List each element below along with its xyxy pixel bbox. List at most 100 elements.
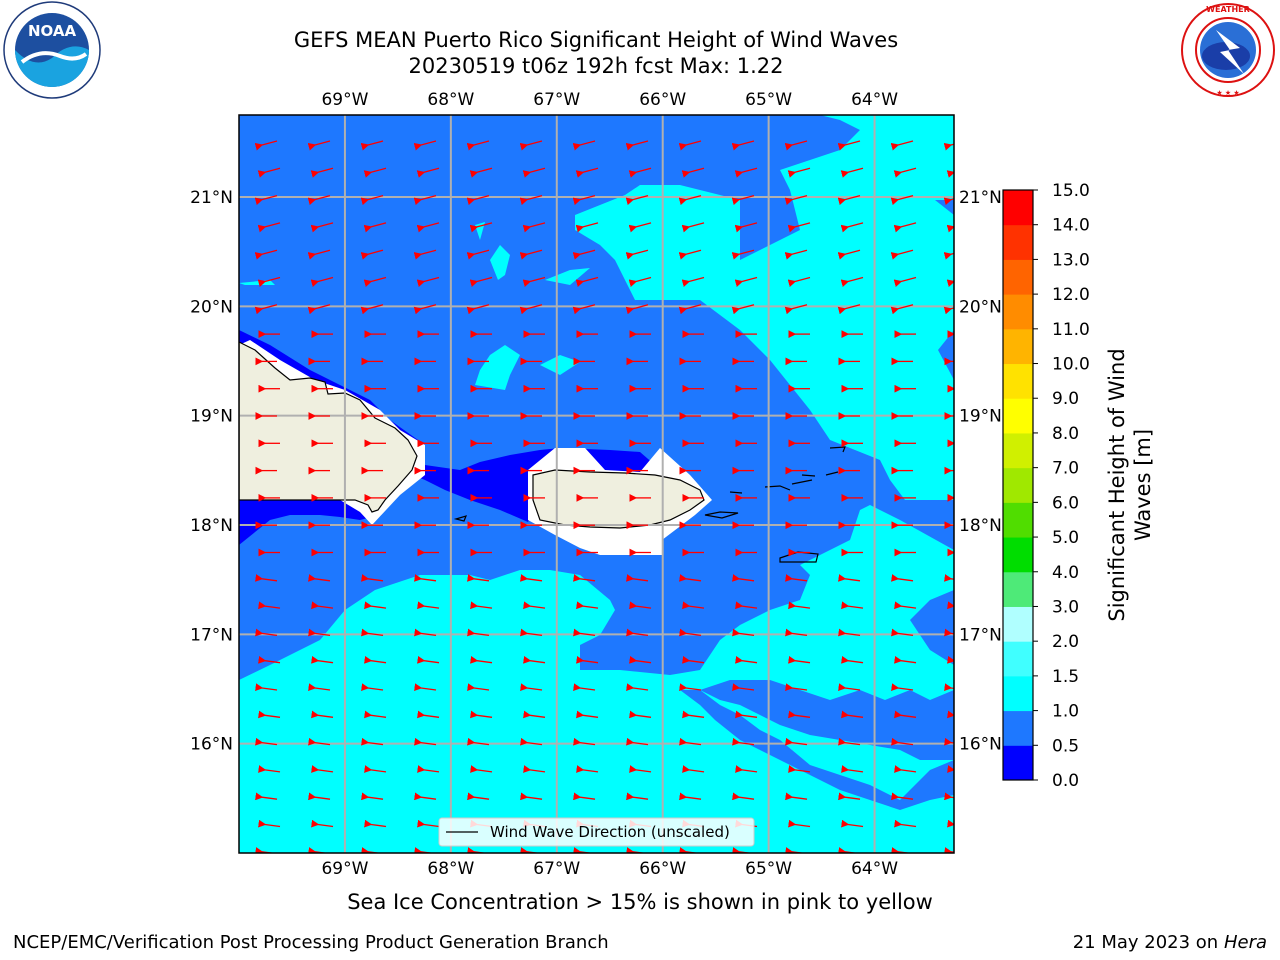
wave-vector xyxy=(894,655,917,664)
wave-vector xyxy=(255,628,278,637)
wave-vector xyxy=(573,683,596,692)
colorbar-tick-label: 5.0 xyxy=(1052,528,1079,548)
colorbar-segment xyxy=(1003,294,1033,330)
wave-vector xyxy=(466,194,490,206)
lat-tick-label-right: 21°N xyxy=(959,188,1002,208)
wave-vector xyxy=(735,655,758,664)
wave-vector xyxy=(785,628,808,637)
wave-vector xyxy=(787,167,811,178)
wave-vector xyxy=(890,194,914,206)
wave-vector xyxy=(891,683,914,692)
wave-vector xyxy=(731,304,755,315)
wave-vector xyxy=(572,304,596,315)
lat-tick-label-right: 19°N xyxy=(959,407,1002,427)
lon-tick-label-bottom: 68°W xyxy=(427,859,474,879)
wave-vector xyxy=(838,683,861,692)
wave-vector xyxy=(361,574,384,582)
wave-vector xyxy=(838,628,861,637)
wave-vector xyxy=(891,628,914,637)
wave-vector xyxy=(629,655,652,664)
colorbar-segment xyxy=(1003,710,1033,746)
wave-vector xyxy=(838,574,861,582)
wave-vector xyxy=(576,765,599,773)
wave-vector xyxy=(467,683,490,692)
wave-vector xyxy=(841,655,864,664)
wave-vector xyxy=(626,792,649,801)
wave-vector xyxy=(417,710,440,719)
wave-vector xyxy=(523,655,546,664)
wave-vector xyxy=(469,276,493,287)
colorbar-segment xyxy=(1003,432,1033,469)
noaa-logo-text: NOAA xyxy=(28,22,77,40)
wave-vector xyxy=(894,819,917,828)
wave-vector xyxy=(414,683,437,692)
wave-vector xyxy=(257,167,281,178)
wave-field-patch-2 xyxy=(490,245,510,280)
wave-vector xyxy=(894,765,917,773)
lon-tick-label-top: 69°W xyxy=(321,90,368,110)
lat-tick-label-right: 16°N xyxy=(959,735,1002,755)
wave-vector xyxy=(947,655,954,664)
wave-vector xyxy=(258,601,281,610)
wave-vector xyxy=(840,167,864,178)
wave-vector xyxy=(360,249,384,260)
colorbar-tick-label: 3.0 xyxy=(1052,597,1079,617)
wave-vector xyxy=(361,628,384,637)
wave-vector xyxy=(413,304,437,315)
wave-vector xyxy=(467,574,490,582)
wave-vector xyxy=(522,222,546,233)
lat-tick-label-left: 19°N xyxy=(190,407,233,427)
colorbar: 0.0 0.5 1.0 1.5 2.0 3.0 4.0 5.0 6.0 7.0 8.0 9.0 10.0… xyxy=(1002,181,1090,791)
wave-vector xyxy=(258,655,281,664)
wave-vector xyxy=(679,683,702,692)
wave-vector xyxy=(363,222,387,233)
wave-vector xyxy=(519,140,543,151)
lat-tick-label-right: 18°N xyxy=(959,516,1002,536)
wave-vector xyxy=(628,222,652,233)
wave-vector xyxy=(364,710,387,719)
sea-ice-note: Sea Ice Concentration > 15% is shown in … xyxy=(347,890,933,914)
chart-title-line1: GEFS MEAN Puerto Rico Significant Height… xyxy=(293,28,899,52)
wave-vector xyxy=(894,710,917,719)
wave-vector xyxy=(625,249,649,260)
wave-vector xyxy=(628,167,652,178)
wave-vector xyxy=(788,601,811,610)
wave-vector xyxy=(257,222,281,233)
wave-vector xyxy=(837,194,861,206)
wave-vector xyxy=(307,194,331,206)
wave-vector xyxy=(947,765,954,773)
wave-vector xyxy=(678,194,702,206)
wave-vector xyxy=(890,304,914,315)
lon-tick-label-top: 64°W xyxy=(851,90,898,110)
wave-vector xyxy=(946,279,954,287)
wave-vector xyxy=(258,710,281,719)
wave-vector xyxy=(310,222,334,233)
wave-vector xyxy=(255,737,278,746)
wave-vector xyxy=(255,792,278,801)
wave-vector xyxy=(682,710,705,719)
wave-vector xyxy=(308,628,331,637)
wave-vector xyxy=(416,276,440,287)
wave-vector xyxy=(254,304,278,315)
colorbar-segment xyxy=(1003,641,1033,677)
wave-vector xyxy=(946,224,954,233)
wave-vector xyxy=(255,574,278,582)
wave-vector xyxy=(787,276,811,287)
wave-vector xyxy=(731,194,755,206)
wave-vector xyxy=(629,765,652,773)
wave-field-east-blue xyxy=(700,680,954,760)
wave-vector xyxy=(734,167,758,178)
svg-text:WEATHER: WEATHER xyxy=(1206,5,1250,14)
lat-tick-label-left: 17°N xyxy=(190,625,233,645)
colorbar-tick-label: 2.0 xyxy=(1052,632,1079,652)
wave-vector xyxy=(258,819,281,828)
footer-date: 21 May 2023 on Hera xyxy=(1073,932,1267,953)
wave-vector xyxy=(307,140,331,151)
lon-tick-label-bottom: 67°W xyxy=(533,859,580,879)
wave-vector xyxy=(732,792,755,801)
wave-vector xyxy=(732,737,755,746)
wave-vector xyxy=(520,574,543,582)
wave-vector xyxy=(364,765,387,773)
wave-vector xyxy=(732,683,755,692)
colorbar-label-line2: Waves [m] xyxy=(1131,429,1155,541)
